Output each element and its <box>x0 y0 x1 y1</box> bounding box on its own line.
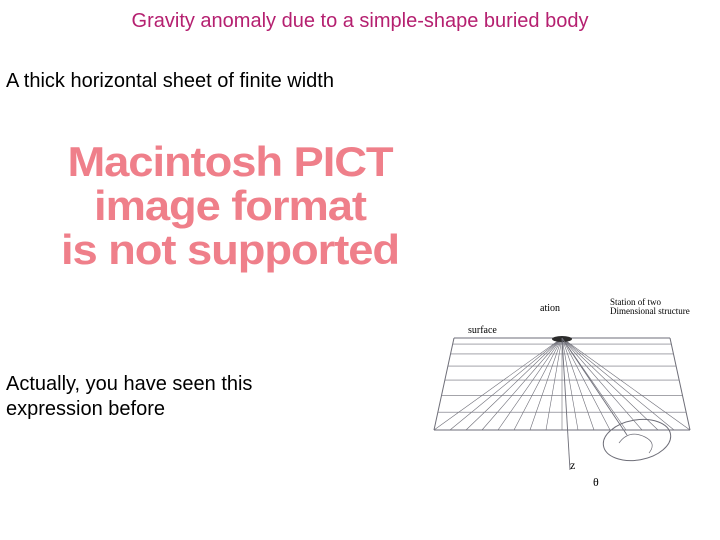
page-title: Gravity anomaly due to a simple-shape bu… <box>80 10 640 33</box>
body-text: Actually, you have seen this expression … <box>6 372 252 422</box>
perspective-diagram <box>432 310 692 480</box>
body-line-2: expression before <box>6 397 252 422</box>
pict-line-3: is not supported <box>14 228 446 272</box>
pict-line-1: Macintosh PICT <box>14 140 446 184</box>
body-line-1: Actually, you have seen this <box>6 372 252 397</box>
subtitle: A thick horizontal sheet of finite width <box>6 70 334 93</box>
pict-unsupported-block: Macintosh PICT image format is not suppo… <box>14 140 446 272</box>
perspective-svg <box>432 310 692 480</box>
pict-line-2: image format <box>14 184 446 228</box>
